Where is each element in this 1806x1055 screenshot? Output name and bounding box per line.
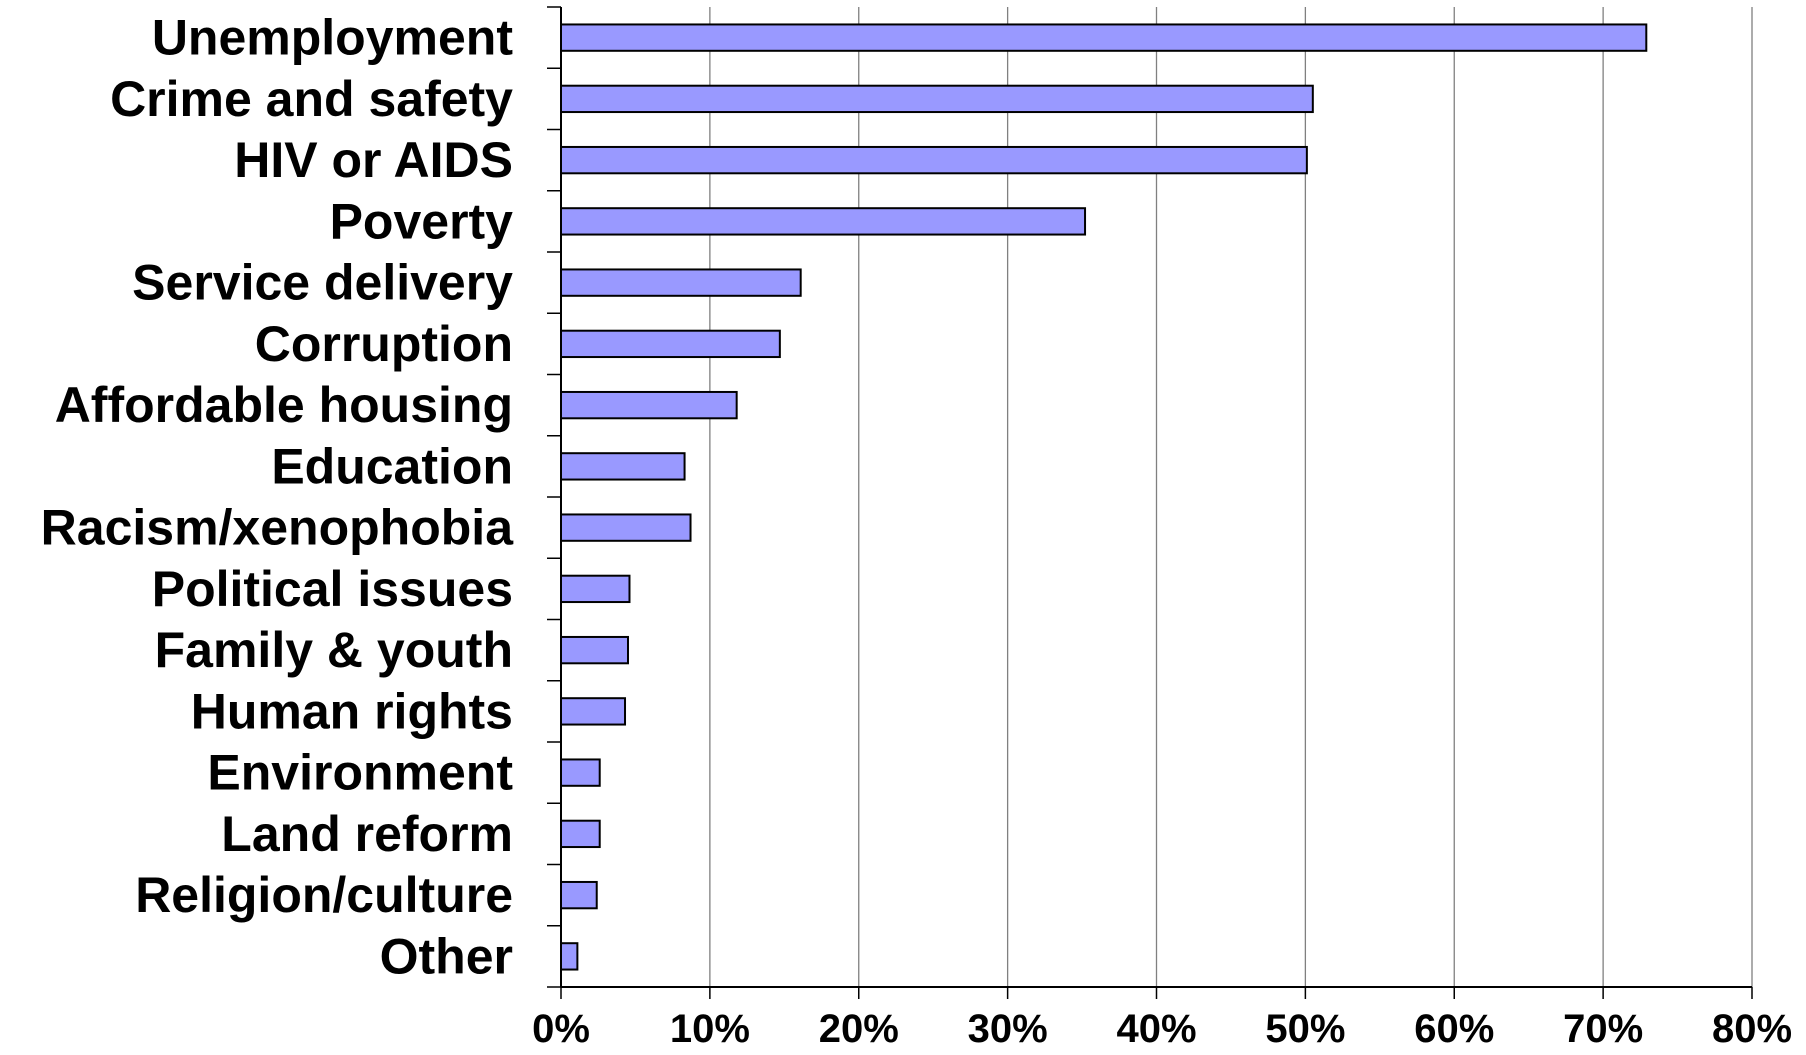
bar-land-reform: [560, 819, 601, 849]
category-label-education: Education: [271, 438, 513, 494]
bar-crime-and-safety: [560, 84, 1314, 114]
bar-unemployment: [560, 23, 1648, 52]
category-label-affordable-housing: Affordable housing: [55, 377, 513, 433]
bar-political-issues: [560, 574, 631, 604]
bar-racism-xenophobia: [560, 513, 692, 542]
bar-corruption: [560, 329, 781, 359]
bar-family-youth: [560, 635, 629, 665]
x-tick-labels: 0% 10% 20% 30% 40% 50% 60% 70% 80%: [532, 1007, 1792, 1051]
category-label-hiv-or-aids: HIV or AIDS: [234, 132, 513, 188]
category-label-unemployment: Unemployment: [152, 10, 514, 66]
category-label-poverty: Poverty: [330, 193, 514, 249]
x-tick-label: 10%: [670, 1007, 750, 1051]
x-tick-label: 40%: [1116, 1007, 1196, 1051]
x-tick-label: 0%: [532, 1007, 590, 1051]
x-tick-label: 60%: [1414, 1007, 1494, 1051]
category-label-corruption: Corruption: [255, 316, 513, 372]
category-label-human-rights: Human rights: [191, 683, 513, 739]
axes: [547, 6, 1753, 999]
category-label-land-reform: Land reform: [221, 806, 513, 862]
bar-poverty: [560, 207, 1087, 236]
bar-other: [560, 942, 579, 971]
bar-education: [560, 452, 686, 481]
category-label-political-issues: Political issues: [152, 561, 513, 617]
bar-service-delivery: [560, 268, 802, 297]
category-label-crime-and-safety: Crime and safety: [110, 71, 513, 127]
bar-environment: [560, 758, 601, 787]
category-label-other: Other: [380, 928, 513, 984]
category-label-racism-xenophobia: Racism/xenophobia: [41, 500, 515, 556]
x-tick-label: 20%: [819, 1007, 899, 1051]
category-label-service-delivery: Service delivery: [132, 255, 513, 311]
x-tick-label: 70%: [1563, 1007, 1643, 1051]
bar-human-rights: [560, 697, 627, 726]
bar-affordable-housing: [560, 390, 738, 420]
x-tick-label: 30%: [968, 1007, 1048, 1051]
bar-religion-culture: [560, 880, 598, 910]
category-label-environment: Environment: [207, 745, 513, 801]
x-tick-label: 50%: [1265, 1007, 1345, 1051]
bar-hiv-or-aids: [560, 145, 1308, 175]
x-tick-label: 80%: [1712, 1007, 1792, 1051]
bars: [560, 23, 1648, 971]
category-label-religion-culture: Religion/culture: [135, 867, 513, 923]
category-label-family-youth: Family & youth: [155, 622, 513, 678]
